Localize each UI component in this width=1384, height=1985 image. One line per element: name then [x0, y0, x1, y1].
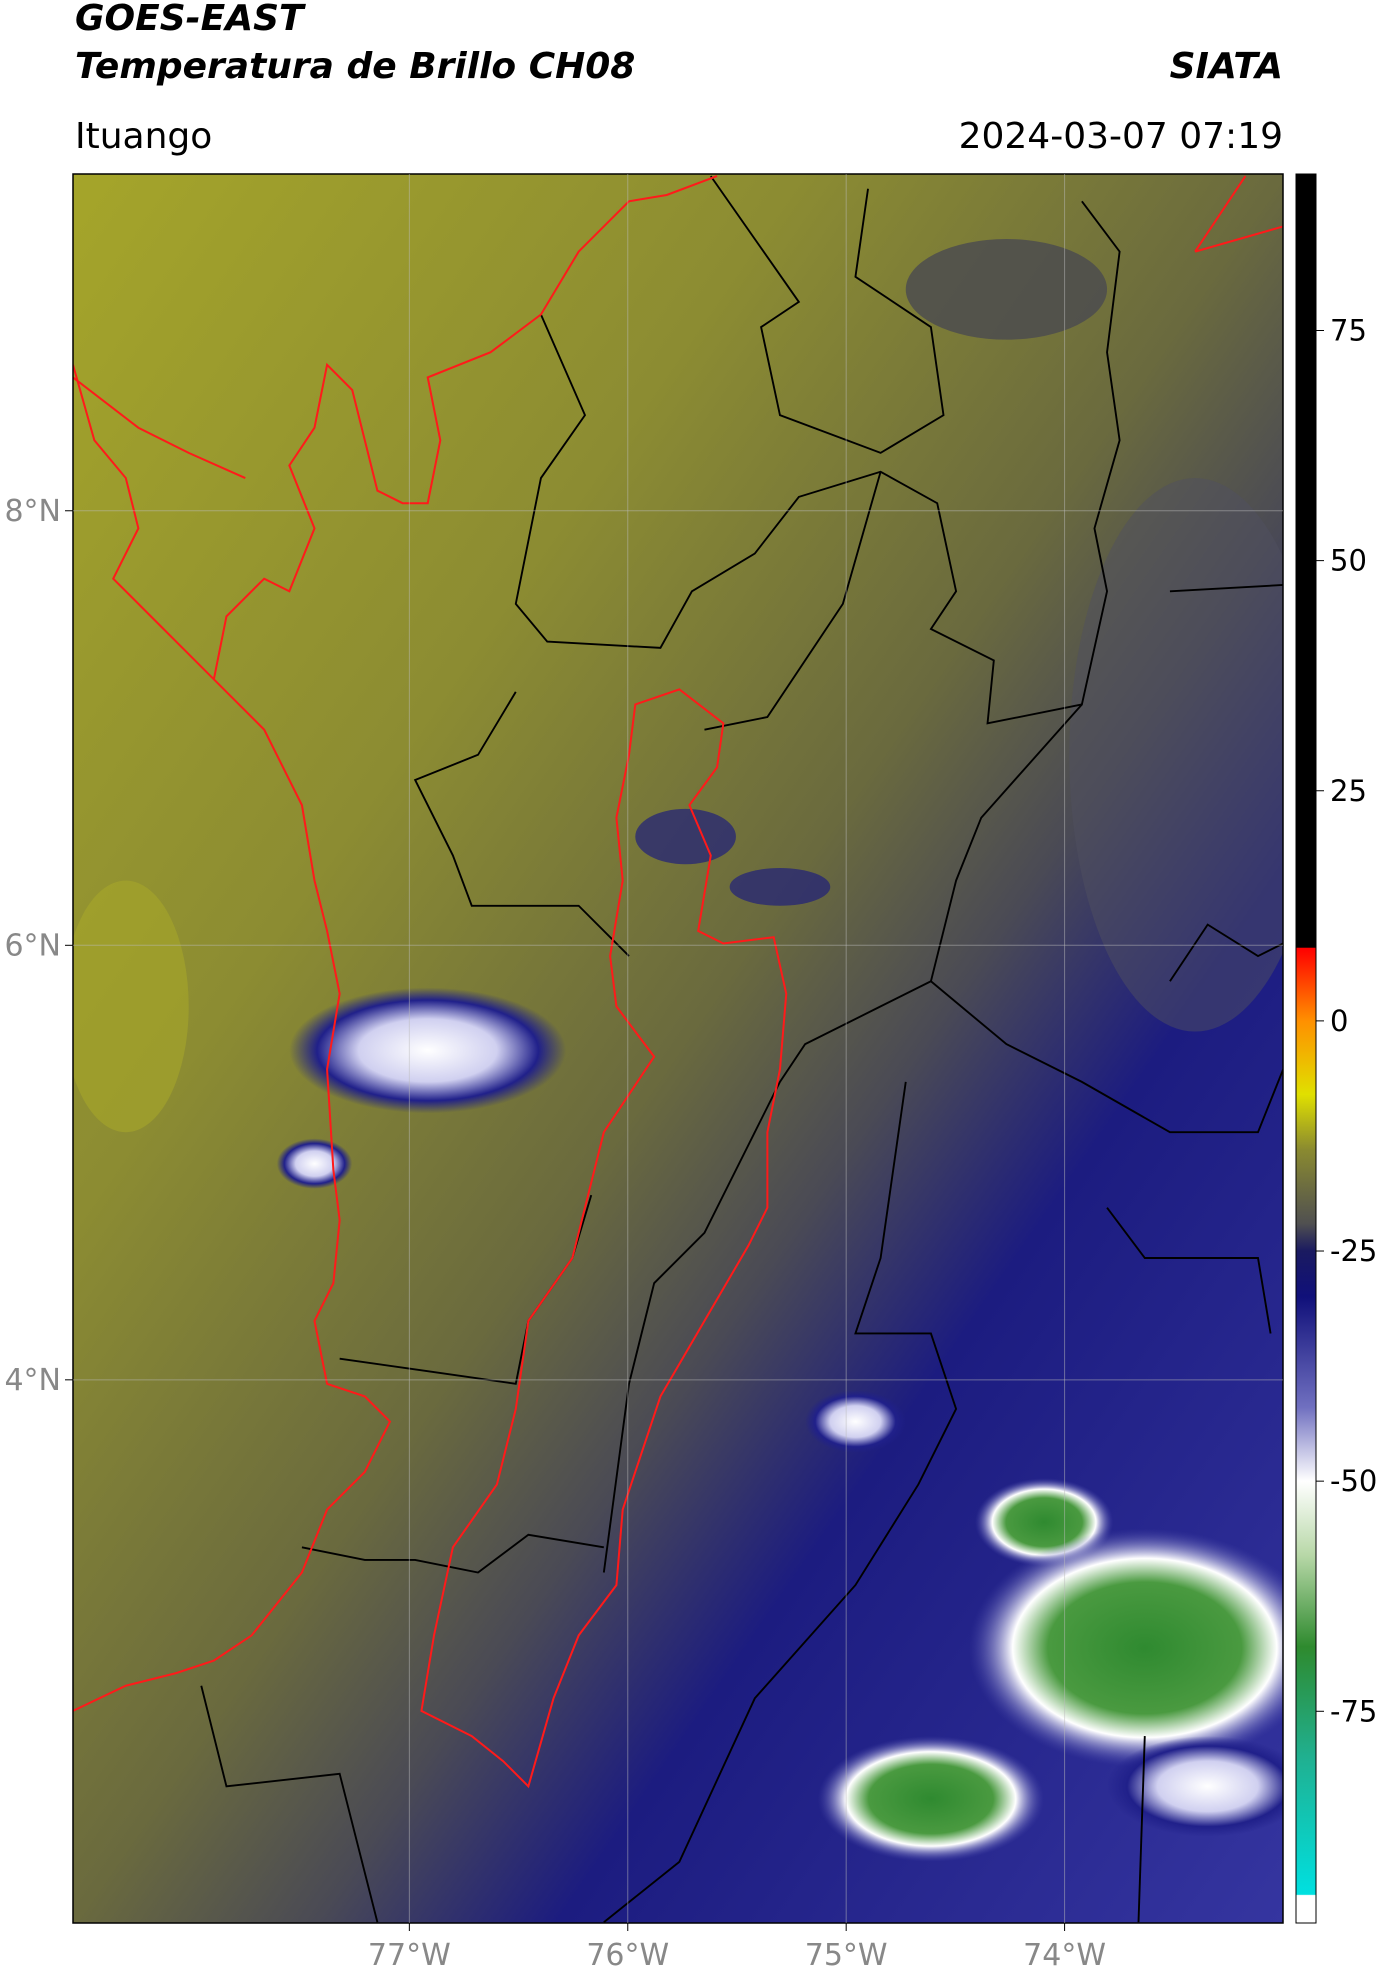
- brand: SIATA: [1170, 46, 1283, 87]
- lat-label: 8°N: [4, 494, 61, 529]
- colorbar-label: 25: [1330, 774, 1367, 808]
- lon-label: 75°W: [805, 1938, 888, 1973]
- datetime: 2024-03-07 07:19: [959, 116, 1283, 157]
- colorbar: [1295, 173, 1317, 1924]
- lat-label: 6°N: [4, 928, 61, 963]
- title: GOES-EAST: [75, 0, 306, 39]
- subtitle: Temperatura de Brillo CH08: [75, 46, 635, 87]
- satellite-image: [73, 174, 1283, 1923]
- lon-label: 74°W: [1023, 1938, 1106, 1973]
- map-frame: [72, 173, 1284, 1924]
- colorbar-label: -25: [1330, 1234, 1377, 1268]
- lon-label: 76°W: [586, 1938, 669, 1973]
- lon-label: 77°W: [368, 1938, 451, 1973]
- colorbar-label: -50: [1330, 1464, 1377, 1498]
- colorbar-label: -75: [1330, 1694, 1377, 1728]
- colorbar-label: 50: [1330, 544, 1367, 578]
- colorbar-label: 75: [1330, 313, 1367, 347]
- lat-label: 4°N: [4, 1363, 61, 1398]
- location: Ituango: [75, 116, 212, 157]
- colorbar-label: 0: [1330, 1004, 1348, 1038]
